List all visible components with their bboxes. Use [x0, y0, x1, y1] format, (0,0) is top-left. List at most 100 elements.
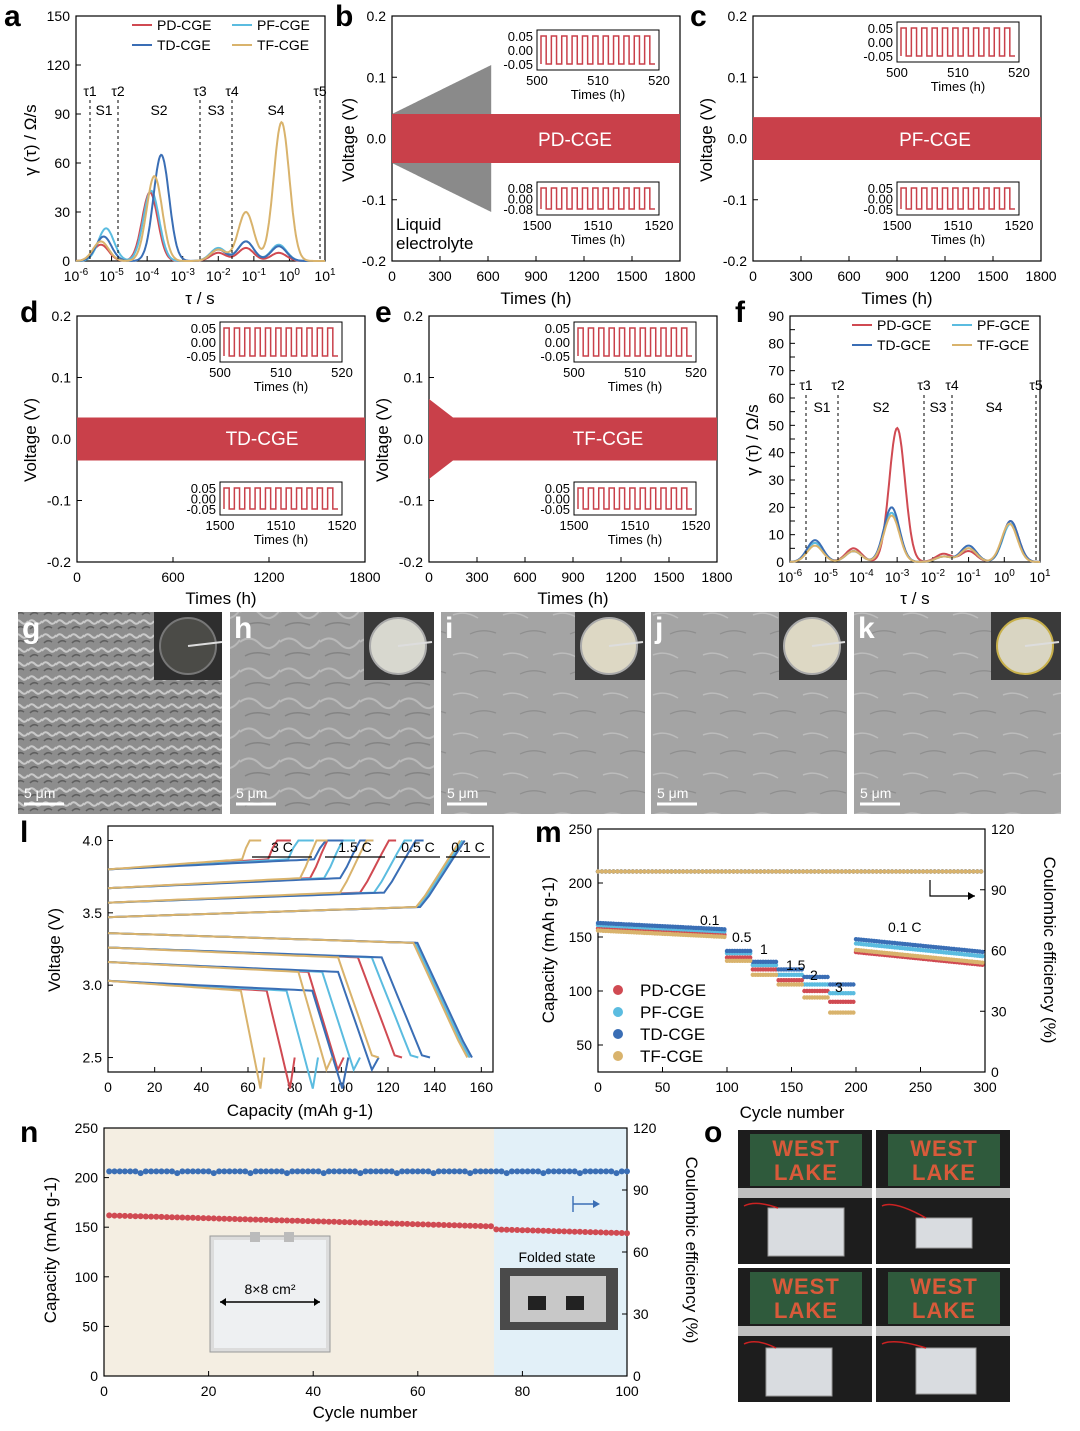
- inset-x-tick: 510: [624, 365, 646, 380]
- capacity-point: [153, 1213, 160, 1220]
- x-tick-label: 60: [240, 1079, 256, 1095]
- ce-point: [341, 1168, 348, 1175]
- panel-m-rate-labels: 0.1 0.5 1 1.52 3 0.1 C: [700, 912, 921, 995]
- capacity-point: [451, 1222, 458, 1229]
- panel-c-xlabel: Times (h): [861, 289, 932, 308]
- x-tick-label: 0: [749, 268, 757, 284]
- ce-point: [719, 869, 724, 874]
- discharge-curve: [107, 946, 380, 1059]
- ce-point: [615, 869, 620, 874]
- y-tick-label: 30: [54, 204, 70, 220]
- capacity-point: [613, 1229, 620, 1236]
- inset-square-wave: [540, 35, 655, 65]
- capacity-point: [278, 1217, 285, 1224]
- region-label: S3: [207, 102, 224, 118]
- ce-point: [955, 869, 961, 874]
- y-tick-label: 0.0: [52, 431, 72, 447]
- x-tick-label: 150: [780, 1079, 804, 1095]
- pouch-cell: [765, 1347, 833, 1397]
- ce-point: [550, 1168, 557, 1175]
- x-tick-label: 40: [305, 1383, 321, 1399]
- ce-point: [127, 1168, 134, 1175]
- inset-xlabel: Times (h): [254, 379, 308, 394]
- x-tick-label: 10-5: [99, 267, 124, 284]
- rate-label: 0.1 C: [888, 919, 921, 935]
- charge-curve: [107, 839, 461, 919]
- capacity-point: [624, 1230, 630, 1237]
- ce-point: [603, 869, 608, 874]
- ce-point: [735, 869, 740, 874]
- y-tick-label: 90: [54, 106, 70, 122]
- capacity-point: [357, 1219, 364, 1226]
- ce-point: [835, 869, 841, 874]
- rate-label: 1: [760, 941, 768, 957]
- y2-tick-label: 60: [991, 943, 1007, 959]
- ce-point: [179, 1168, 186, 1175]
- ce-point: [684, 869, 690, 874]
- panel-a: a 10-6 10-5 10-4 10-3 10-2 10-1 100 10103060901…: [4, 0, 336, 308]
- ce-point: [508, 1168, 515, 1175]
- ce-point: [189, 1168, 196, 1175]
- ce-point: [715, 869, 721, 874]
- y2-tick-label: 120: [633, 1120, 657, 1136]
- capacity-point: [603, 1229, 610, 1236]
- ce-point: [700, 869, 705, 874]
- ce-point: [498, 1168, 505, 1175]
- ce-point: [831, 869, 837, 874]
- folded-clip-left: [528, 1296, 546, 1310]
- panel-f-ticks: 10-6 10-5 10-4 10-3 10-2 10-1 100 1010102030405…: [768, 308, 1051, 585]
- drt-curve-tf-gce: [789, 514, 1040, 563]
- panel-l-xlabel: Capacity (mAh g-1): [227, 1101, 373, 1120]
- capacity-point: [467, 1222, 474, 1229]
- ce-point: [566, 1168, 573, 1175]
- rate-label: 0.1: [700, 912, 720, 928]
- panel-label-h: h: [234, 612, 252, 645]
- inset-y-tick: 0.05: [191, 321, 216, 336]
- panel-b-xlabel: Times (h): [500, 289, 571, 308]
- ce-point: [843, 869, 848, 874]
- ce-point: [210, 1170, 217, 1177]
- legend-marker: [613, 985, 623, 995]
- ce-point: [226, 1168, 233, 1175]
- x-tick-label: 0: [594, 1079, 602, 1095]
- ce-point: [624, 1168, 630, 1175]
- ce-point: [184, 1168, 191, 1175]
- ce-point: [514, 1168, 521, 1175]
- legend-marker: [613, 1007, 623, 1017]
- tau-label: τ2: [831, 377, 845, 393]
- legend-marker: [613, 1029, 623, 1039]
- led-board: [888, 1272, 1000, 1324]
- ce-point: [503, 1170, 510, 1177]
- panel-m-ce-arrowhead: [968, 892, 975, 900]
- lead-wire: [881, 1203, 927, 1219]
- ce-point: [793, 869, 798, 874]
- led-board: [888, 1134, 1000, 1186]
- y-tick-label: 0.2: [728, 8, 748, 24]
- legend-label: TF-CGE: [257, 37, 309, 53]
- sem-image-k: k 5 μm: [854, 612, 1061, 814]
- inset-x-tick: 1510: [944, 218, 973, 233]
- panel-m-y2label: Coulombic efficiency (%): [1040, 857, 1059, 1044]
- ce-point: [388, 1168, 395, 1175]
- tweezer-j: [811, 641, 846, 647]
- ce-point: [859, 869, 864, 874]
- region-label: S1: [95, 102, 112, 118]
- capacity-point: [799, 967, 804, 972]
- capacity-point: [111, 1212, 118, 1219]
- panel-n-points: [106, 1168, 630, 1237]
- ce-point: [535, 1168, 542, 1175]
- ce-point: [257, 1168, 264, 1175]
- panel-e-voltage-bands: [429, 399, 717, 479]
- ce-point: [613, 1170, 620, 1177]
- pouch-cell-inset: 8×8 cm²: [209, 1232, 331, 1353]
- y-tick-label: 20: [768, 499, 784, 515]
- ce-point: [889, 869, 895, 874]
- ce-point: [148, 1168, 155, 1175]
- panel-b: b 0 300 600 900 1200 1500 1800 0.2 0.1 0.0 -0.1 -0.…: [335, 0, 696, 308]
- ce-point: [909, 869, 914, 874]
- y-tick-label: 40: [768, 445, 784, 461]
- region-label: S3: [929, 399, 946, 415]
- pouch-cell-body: [214, 1240, 326, 1348]
